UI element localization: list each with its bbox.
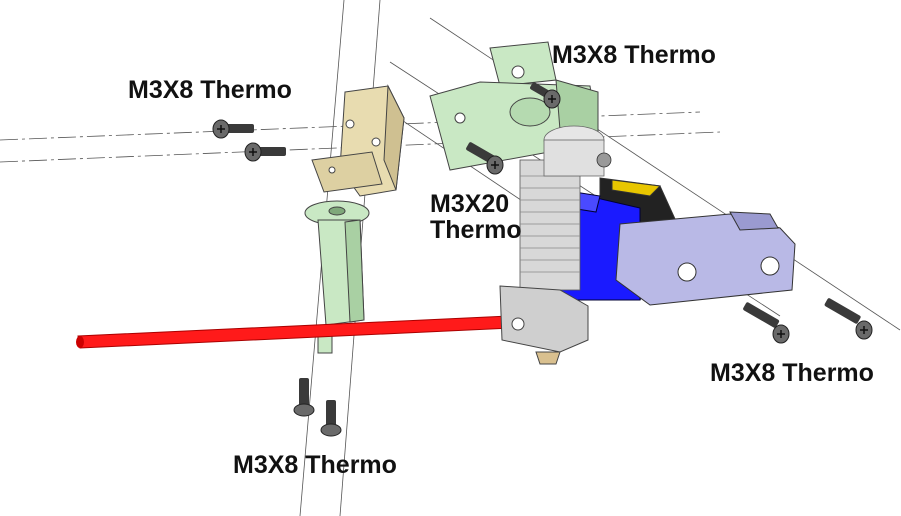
screw-icon: [824, 298, 873, 340]
callout-screw-pair-bottom-right: M3X8 Thermo: [710, 359, 874, 387]
callout-line-1: M3X20: [430, 190, 510, 218]
hotend-mount: [304, 200, 370, 354]
screw-pair-top-left: [212, 119, 286, 162]
callout-screw-top-right: M3X8 Thermo: [552, 41, 716, 69]
screw-icon: [743, 302, 790, 344]
callout-screw-long: M3X20 Thermo: [430, 191, 522, 244]
filament-tube: [76, 315, 513, 349]
clamp: [615, 211, 796, 306]
screw-icon: [320, 400, 342, 437]
heatsink: [519, 125, 612, 291]
screw-long: [466, 142, 504, 175]
callout-line-2: Thermo: [430, 216, 522, 245]
heater-block: [499, 285, 589, 365]
screw-pair-bottom-right: [743, 298, 873, 344]
callout-screw-pair-bottom-left: M3X8 Thermo: [233, 451, 397, 479]
callout-screw-pair-top-left: M3X8 Thermo: [128, 76, 292, 104]
screw-pair-bottom-left: [293, 378, 342, 437]
screw-icon: [244, 142, 286, 162]
screw-icon: [212, 119, 254, 139]
spacer-block: [311, 84, 405, 197]
screw-top-right: [530, 82, 561, 109]
screw-icon: [293, 378, 315, 417]
